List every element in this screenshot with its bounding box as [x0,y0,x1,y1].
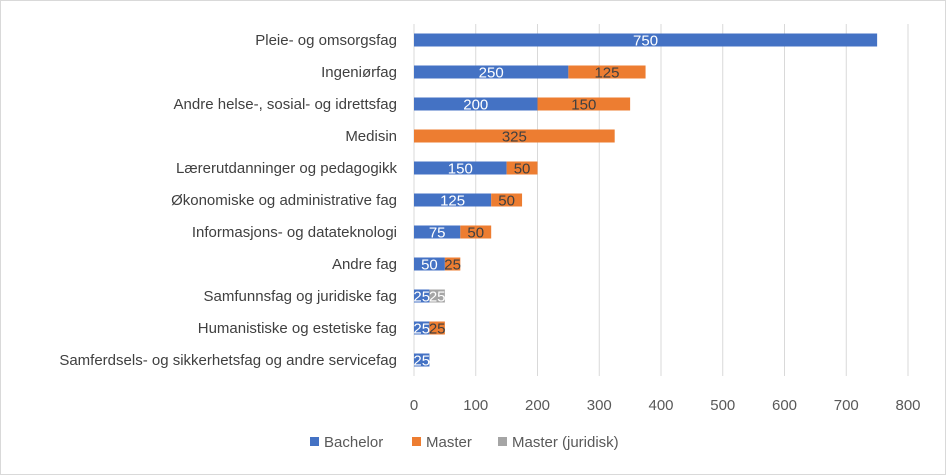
category-label: Andre helse-, sosial- og idrettsfag [174,96,397,113]
x-tick-label: 300 [587,397,612,414]
data-label: 25 [413,353,430,370]
data-label: 125 [594,65,619,82]
bar-bachelor [414,33,878,47]
bar-bachelor [414,321,430,335]
bar-bachelor [414,257,445,271]
x-tick-label: 700 [834,397,859,414]
data-label: 200 [463,97,488,114]
bar-bachelor [414,225,461,239]
bar-master [429,321,445,335]
bar-master [460,225,492,239]
legend-swatch [498,437,507,446]
bar-master [568,65,646,79]
x-tick-label: 600 [772,397,797,414]
legend-swatch [412,437,421,446]
legend-label: Bachelor [324,434,383,451]
bar-bachelor [414,289,430,303]
data-label: 150 [571,97,596,114]
x-tick-label: 500 [710,397,735,414]
data-label: 125 [440,193,465,210]
bar-master [537,97,631,111]
data-label: 50 [498,193,515,210]
data-label: 750 [633,33,658,50]
category-label: Ingeniørfag [321,64,397,81]
legend-label: Master [426,434,472,451]
data-label: 25 [413,321,430,338]
x-tick-label: 0 [410,397,418,414]
category-label: Samfunnsfag og juridiske fag [204,288,397,305]
category-label: Økonomiske og administrative fag [171,192,397,209]
category-label: Samferdsels- og sikkerhetsfag og andre s… [59,352,397,369]
bar-bachelor [414,161,507,175]
data-label: 25 [413,289,430,306]
data-label: 50 [514,161,531,178]
x-tick-label: 400 [648,397,673,414]
data-label: 50 [421,257,438,274]
category-label: Pleie- og omsorgsfag [255,32,397,49]
category-label: Informasjons- og datateknologi [192,224,397,241]
bar-master [444,257,461,271]
category-label: Lærerutdanninger og pedagogikk [176,160,397,177]
category-label: Humanistiske og estetiske fag [198,320,397,337]
bar-bachelor [414,97,538,111]
x-tick-label: 200 [525,397,550,414]
data-label: 75 [429,225,446,242]
bar-master-juridisk- [429,289,445,303]
data-label: 250 [479,65,504,82]
data-label: 325 [502,129,527,146]
category-label: Medisin [345,128,397,145]
legend-swatch [310,437,319,446]
data-label: 25 [429,321,446,338]
x-tick-label: 800 [895,397,920,414]
data-label: 150 [448,161,473,178]
category-label: Andre fag [332,256,397,273]
bar-bachelor [414,65,569,79]
x-tick-label: 100 [463,397,488,414]
data-label: 25 [429,289,446,306]
legend-label: Master (juridisk) [512,434,619,451]
bar-master [491,193,523,207]
data-label: 25 [444,257,461,274]
bar-bachelor [414,353,430,367]
data-label: 50 [467,225,484,242]
bar-bachelor [414,193,492,207]
bar-master [414,129,615,143]
bar-master [506,161,538,175]
